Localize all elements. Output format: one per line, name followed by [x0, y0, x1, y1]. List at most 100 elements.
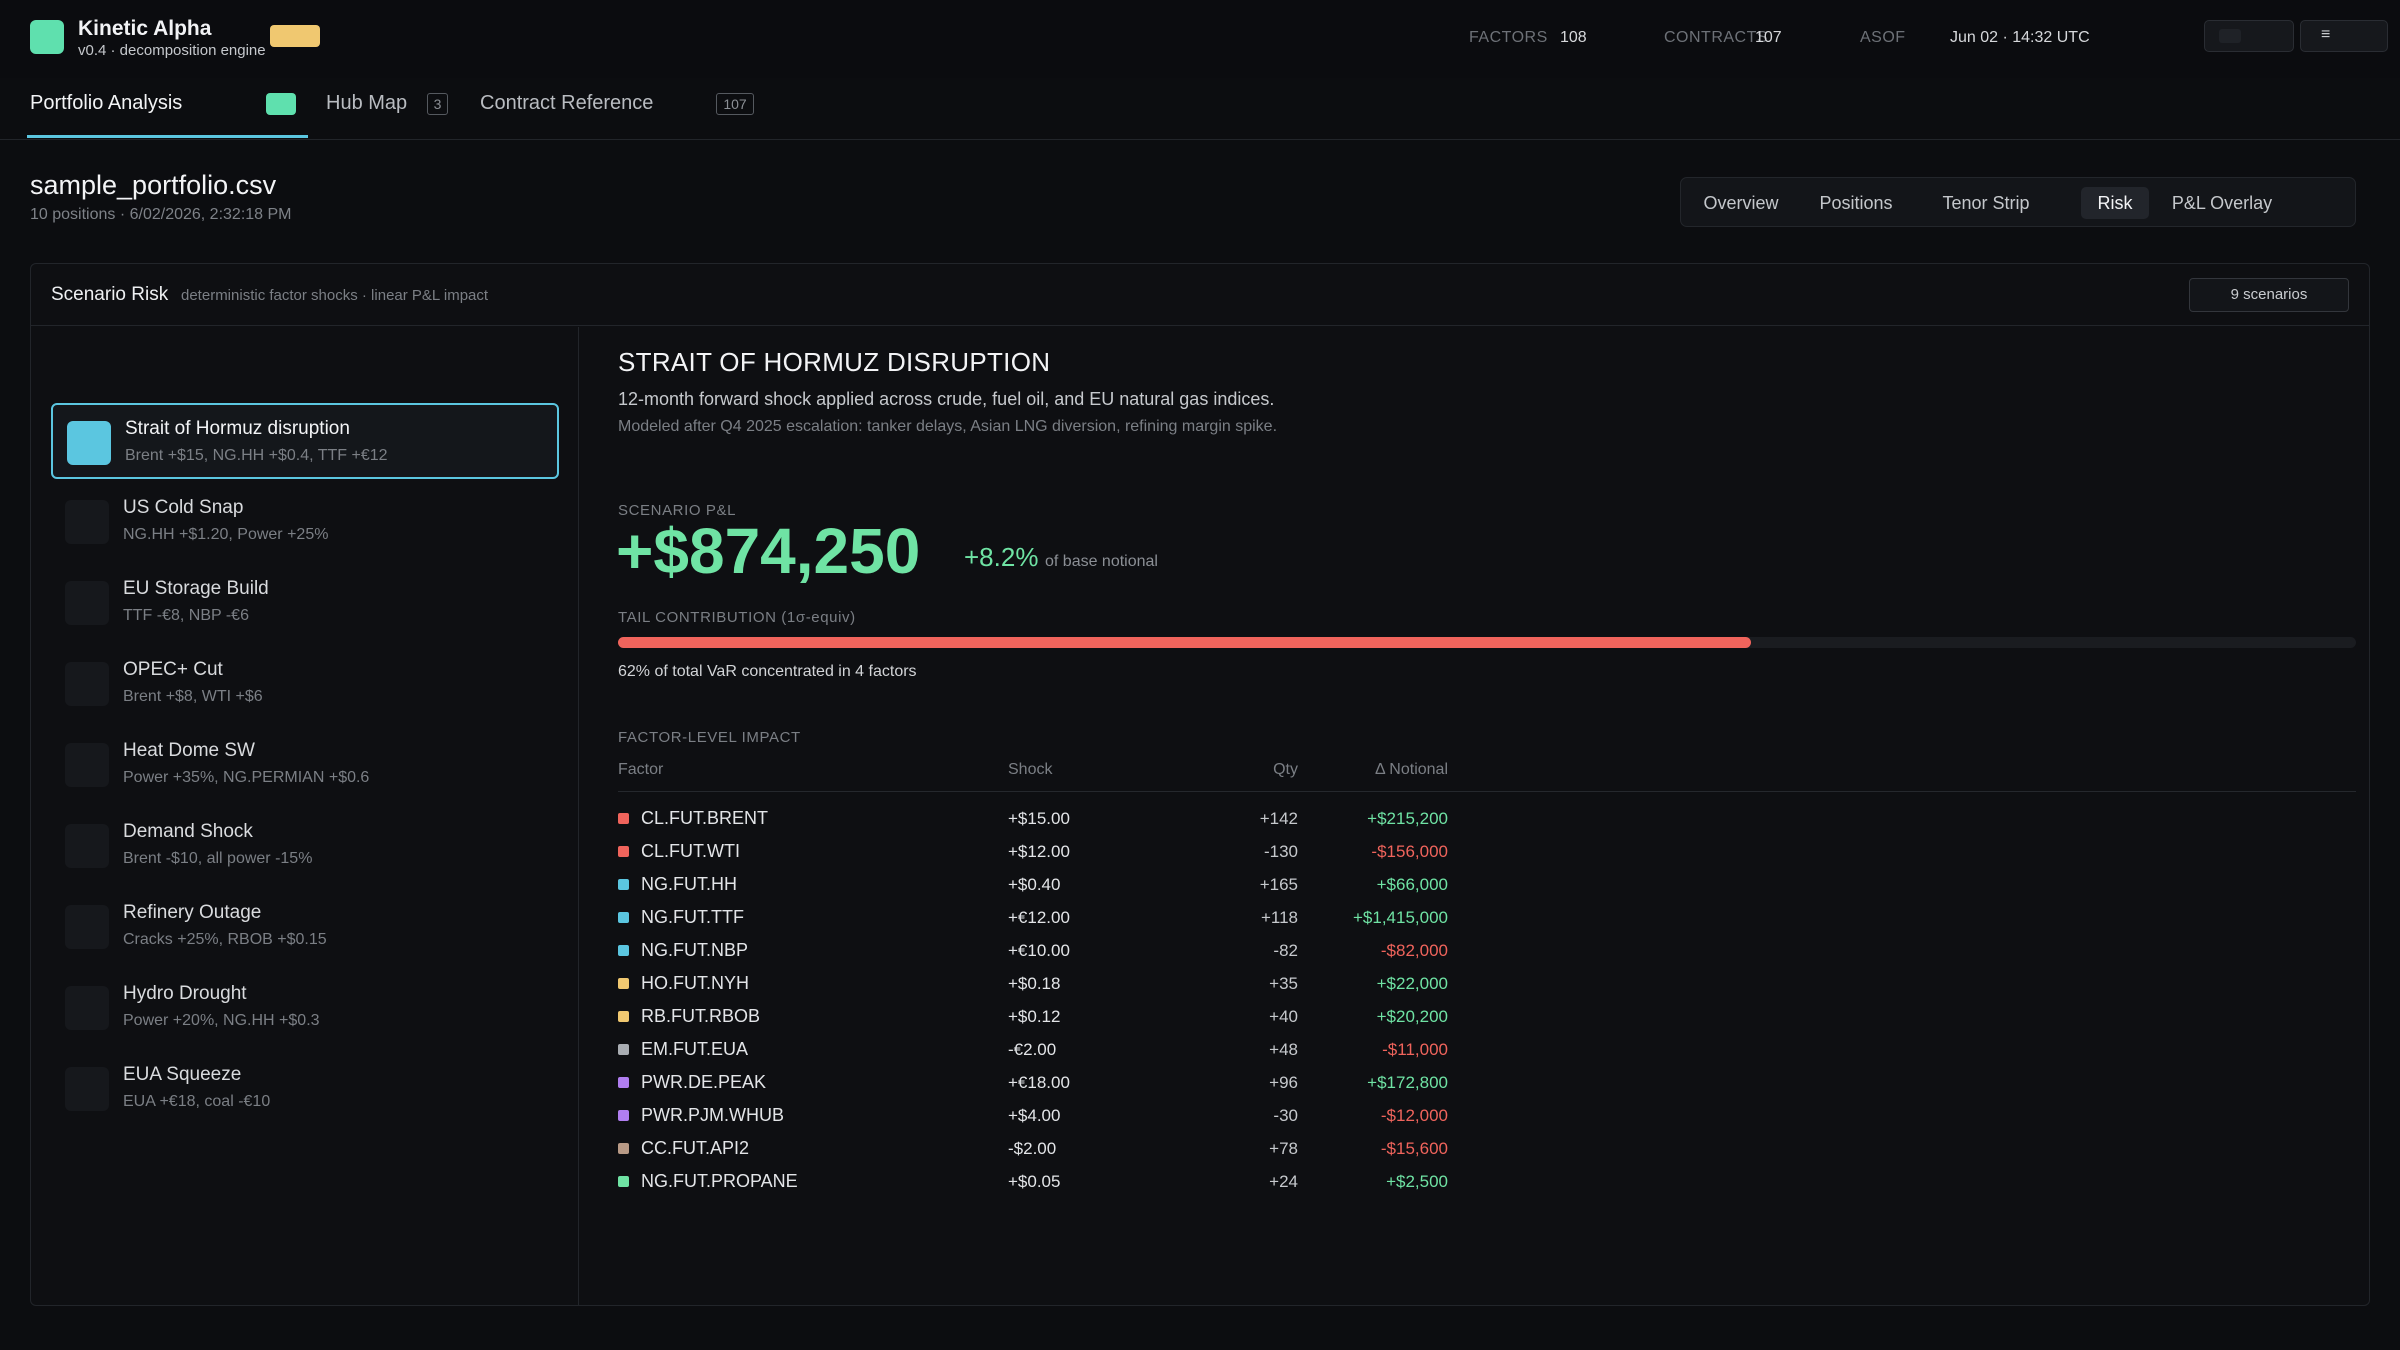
view-overview[interactable]: Overview: [1703, 193, 1779, 213]
scenario-count-button[interactable]: 9 scenarios: [2189, 278, 2349, 312]
pnl-percent: +8.2%: [964, 542, 1039, 572]
impact-label: FACTOR-LEVEL IMPACT: [618, 729, 801, 746]
factor-shock: +$0.05: [1008, 1172, 1061, 1191]
factors-label: FACTORS: [1469, 29, 1548, 46]
scenario-name: OPEC+ Cut: [123, 659, 223, 680]
factor-color-icon: [618, 846, 629, 857]
scenario-desc: NG.HH +$1.20, Power +25%: [123, 526, 329, 543]
view-positions[interactable]: Positions: [1819, 193, 1893, 213]
factor-color-icon: [618, 1176, 629, 1187]
scenario-item[interactable]: EUA Squeeze EUA +€18, coal -€10: [51, 1051, 559, 1127]
panel-header: Scenario Risk deterministic factor shock…: [31, 264, 2369, 326]
scenario-item[interactable]: Refinery Outage Cracks +25%, RBOB +$0.15: [51, 889, 559, 965]
table-row[interactable]: NG.FUT.HH +$0.40 +165 +$66,000: [618, 871, 1518, 904]
scenario-icon: [65, 662, 109, 706]
scenario-item[interactable]: Heat Dome SW Power +35%, NG.PERMIAN +$0.…: [51, 727, 559, 803]
factor-color-icon: [618, 978, 629, 989]
theme-toggle-button[interactable]: [2204, 20, 2294, 52]
scenario-item[interactable]: EU Storage Build TTF -€8, NBP -€6: [51, 565, 559, 641]
contracts-label: CONTRACTS: [1664, 29, 1769, 46]
factor-shock: +$0.40: [1008, 875, 1061, 894]
scenario-name: Strait of Hormuz disruption: [125, 418, 350, 439]
logo-icon: [30, 20, 64, 54]
scenario-desc: Brent +$8, WTI +$6: [123, 688, 263, 705]
view-pnl-overlay[interactable]: P&L Overlay: [2171, 193, 2273, 213]
scenario-icon: [65, 1067, 109, 1111]
factor-shock: +$0.12: [1008, 1007, 1061, 1026]
tab-contract-reference[interactable]: Contract Reference: [480, 92, 654, 114]
scenario-desc: Power +20%, NG.HH +$0.3: [123, 1012, 320, 1029]
factor-color-icon: [618, 945, 629, 956]
factor-name: RB.FUT.RBOB: [641, 1006, 761, 1026]
scenario-list: Strait of Hormuz disruption Brent +$15, …: [31, 327, 579, 1305]
factor-color-icon: [618, 1110, 629, 1121]
factor-qty: +40: [1269, 1007, 1298, 1026]
factor-qty: -82: [1273, 941, 1298, 960]
scenario-icon: [65, 905, 109, 949]
scenario-name: Demand Shock: [123, 821, 253, 842]
contracts-value: 107: [1755, 29, 1782, 46]
scenario-item[interactable]: Demand Shock Brent -$10, all power -15%: [51, 808, 559, 884]
factor-notional: -$12,000: [1380, 1106, 1448, 1125]
factor-notional: +$215,200: [1367, 809, 1448, 828]
factor-qty: +96: [1269, 1073, 1298, 1092]
table-row[interactable]: CL.FUT.WTI +$12.00 -130 -$156,000: [618, 838, 1518, 871]
table-row[interactable]: NG.FUT.NBP +€10.00 -82 -$82,000: [618, 937, 1518, 970]
file-meta: 10 positions · 6/02/2026, 2:32:18 PM: [30, 206, 292, 223]
scenario-name: US Cold Snap: [123, 497, 244, 518]
factor-name: NG.FUT.NBP: [641, 940, 749, 960]
scenario-detail: STRAIT OF HORMUZ DISRUPTION 12-month for…: [580, 327, 2369, 1305]
col-qty: Qty: [1273, 761, 1298, 778]
menu-button[interactable]: ≡: [2300, 20, 2388, 52]
menu-icon: ≡: [2321, 26, 2331, 43]
scenario-desc: Brent +$15, NG.HH +$0.4, TTF +€12: [125, 447, 388, 464]
scenario-item[interactable]: Hydro Drought Power +20%, NG.HH +$0.3: [51, 970, 559, 1046]
table-row[interactable]: PWR.DE.PEAK +€18.00 +96 +$172,800: [618, 1069, 1518, 1102]
panel-subtitle: deterministic factor shocks · linear P&L…: [181, 287, 489, 304]
scenario-item[interactable]: US Cold Snap NG.HH +$1.20, Power +25%: [51, 484, 559, 560]
factor-name: CC.FUT.API2: [641, 1138, 750, 1158]
factor-notional: -$82,000: [1380, 941, 1448, 960]
pnl-value: +$874,250: [616, 515, 921, 587]
main-tabs: Portfolio Analysis Hub Map 3 Contract Re…: [0, 78, 2400, 140]
tail-note: 62% of total VaR concentrated in 4 facto…: [618, 663, 917, 680]
table-row[interactable]: NG.FUT.TTF +€12.00 +118 +$1,415,000: [618, 904, 1518, 937]
factor-name: NG.FUT.HH: [641, 874, 737, 894]
factor-shock: +$12.00: [1008, 842, 1070, 861]
page-title: sample_portfolio.csv: [30, 170, 277, 200]
factor-name: PWR.DE.PEAK: [641, 1072, 767, 1092]
table-row[interactable]: PWR.PJM.WHUB +$4.00 -30 -$12,000: [618, 1102, 1518, 1135]
asof-label: ASOF: [1860, 29, 1906, 46]
scenario-desc: EUA +€18, coal -€10: [123, 1093, 271, 1110]
tab-hub-map[interactable]: Hub Map: [326, 92, 408, 114]
factor-shock: -$2.00: [1008, 1139, 1057, 1158]
factor-shock: +€18.00: [1008, 1073, 1070, 1092]
table-row[interactable]: CL.FUT.BRENT +$15.00 +142 +$215,200: [618, 805, 1518, 838]
scenario-item[interactable]: Strait of Hormuz disruption Brent +$15, …: [51, 403, 559, 479]
factor-notional: +$22,000: [1376, 974, 1448, 993]
tab-portfolio-analysis[interactable]: Portfolio Analysis: [30, 92, 183, 114]
table-row[interactable]: EM.FUT.EUA -€2.00 +48 -$11,000: [618, 1036, 1518, 1069]
table-row[interactable]: RB.FUT.RBOB +$0.12 +40 +$20,200: [618, 1003, 1518, 1036]
factor-color-icon: [618, 1143, 629, 1154]
scenario-desc: TTF -€8, NBP -€6: [123, 607, 249, 624]
factor-shock: +€12.00: [1008, 908, 1070, 927]
factor-notional: -$11,000: [1382, 1040, 1448, 1059]
table-divider: [618, 791, 2356, 792]
scenario-description: 12-month forward shock applied across cr…: [618, 389, 1275, 409]
scenario-name: EUA Squeeze: [123, 1064, 242, 1085]
app-name: Kinetic Alpha: [78, 17, 212, 40]
table-row[interactable]: HO.FUT.NYH +$0.18 +35 +$22,000: [618, 970, 1518, 1003]
view-risk[interactable]: Risk: [2081, 187, 2149, 219]
scenario-item[interactable]: OPEC+ Cut Brent +$8, WTI +$6: [51, 646, 559, 722]
table-row[interactable]: CC.FUT.API2 -$2.00 +78 -$15,600: [618, 1135, 1518, 1168]
scenario-name: Heat Dome SW: [123, 740, 255, 761]
scenario-icon: [67, 421, 111, 465]
factor-name: NG.FUT.TTF: [641, 907, 744, 927]
scenario-icon: [65, 500, 109, 544]
contract-count-badge: 107: [716, 93, 754, 115]
view-tenor-strip[interactable]: Tenor Strip: [1942, 193, 2030, 213]
factor-name: NG.FUT.PROPANE: [641, 1171, 798, 1191]
factor-shock: +$15.00: [1008, 809, 1070, 828]
table-row[interactable]: NG.FUT.PROPANE +$0.05 +24 +$2,500: [618, 1168, 1518, 1201]
